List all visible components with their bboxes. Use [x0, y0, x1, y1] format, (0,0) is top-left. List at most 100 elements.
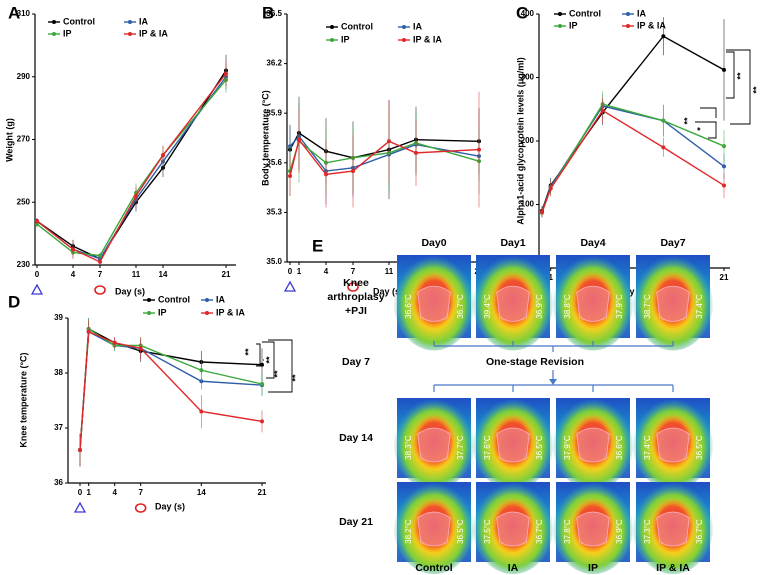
point [199, 368, 204, 373]
legend-label: Control [569, 8, 601, 18]
series-line [36, 73, 227, 263]
legend-marker [205, 298, 209, 302]
point [661, 145, 666, 150]
legend-marker [147, 298, 151, 302]
y-tick-label: 300 [521, 73, 535, 82]
connector [433, 341, 674, 380]
legend-marker [128, 32, 132, 36]
y-tick-label: 35.9 [266, 108, 282, 117]
legend-marker [147, 311, 151, 315]
x-tick-label: 0 [78, 488, 83, 497]
significance-label: ** [751, 86, 760, 94]
y-tick-label: 400 [521, 9, 535, 18]
significance-label: ** [264, 356, 274, 364]
panel-label: A [8, 3, 20, 22]
temperature-label: 37.4°C [695, 294, 704, 319]
thermal-outline [496, 511, 530, 547]
temperature-label: 36.5°C [535, 435, 544, 460]
legend-marker [52, 20, 56, 24]
panel-label: B [262, 3, 274, 22]
temperature-label: 38.3°C [404, 435, 413, 460]
y-tick-label: 35.3 [266, 208, 282, 217]
group-label: IA [508, 562, 519, 574]
x-tick-label: 1 [86, 488, 91, 497]
legend-label: IP [341, 34, 350, 44]
point [288, 174, 292, 179]
x-tick-label: 7 [138, 488, 143, 497]
significance-label: * [695, 127, 705, 131]
y-tick-label: 100 [521, 200, 535, 209]
x-tick-label: 7 [98, 270, 103, 279]
x-tick-label: 4 [324, 267, 329, 276]
series-line [289, 138, 480, 177]
x-tick-label: 0 [35, 270, 40, 279]
row-label: Knee [343, 277, 369, 289]
point [351, 169, 355, 174]
revision-label: One-stage Revision [486, 356, 584, 368]
point [297, 137, 301, 142]
y-tick-label: 36.2 [266, 59, 282, 68]
x-tick-label: 0 [288, 267, 293, 276]
significance-label: ** [682, 117, 692, 125]
x-axis-title: Day (s) [115, 286, 145, 296]
x-tick-label: 21 [222, 270, 231, 279]
point [86, 329, 91, 334]
x-tick-label: 4 [71, 270, 76, 279]
x-tick-label: 14 [197, 488, 206, 497]
temperature-label: 36.5°C [695, 435, 704, 460]
series-line [79, 330, 263, 451]
series-line [36, 76, 227, 260]
x-tick-label: 21 [258, 488, 267, 497]
group-label: Control [415, 562, 452, 574]
column-header: Day4 [580, 237, 605, 249]
legend-label: IA [139, 16, 149, 26]
point [138, 346, 143, 351]
x-tick-label: 1 [297, 267, 302, 276]
y-axis-title: Body temperature (°C) [260, 90, 270, 186]
panel-label: D [8, 292, 20, 311]
thermal-outline [656, 511, 690, 547]
y-tick-label: 36.5 [266, 9, 282, 18]
thermal-outline [496, 285, 530, 322]
y-tick-label: 200 [521, 136, 535, 145]
y-tick-label: 37 [54, 423, 63, 432]
series-line [541, 109, 725, 213]
point [414, 150, 418, 155]
column-header: Day7 [660, 237, 685, 249]
revision-marker [134, 503, 147, 513]
legend-label: IA [216, 294, 226, 304]
point [199, 409, 204, 414]
x-tick-label: 14 [159, 270, 168, 279]
point [324, 172, 328, 177]
x-tick-label: 21 [720, 273, 729, 282]
y-tick-label: 36 [54, 478, 63, 487]
panel-label: E [312, 236, 323, 255]
thermal-outline [576, 511, 610, 547]
legend-label: IP [158, 307, 167, 317]
legend-label: IP [569, 20, 578, 30]
row-label: Day 14 [339, 432, 373, 444]
temperature-label: 37.4°C [643, 435, 652, 460]
series-line [541, 103, 725, 213]
significance-bracket [726, 51, 735, 99]
temperature-label: 37.8°C [563, 519, 572, 544]
point [722, 183, 726, 188]
temperature-label: 38.8°C [563, 294, 572, 319]
point [71, 247, 75, 252]
y-tick-label: 35.6 [266, 158, 282, 167]
series-line [79, 330, 263, 451]
row-label: Day 7 [342, 356, 370, 368]
point [548, 186, 553, 191]
temperature-label: 36.7°C [535, 519, 544, 544]
y-tick-label: 310 [17, 9, 31, 18]
legend-marker [330, 25, 334, 29]
temperature-label: 36.6°C [404, 294, 413, 319]
legend-label: IP & IA [139, 28, 168, 38]
significance-bracket [262, 341, 275, 379]
group-label: IP & IA [656, 562, 690, 574]
group-label: IP [588, 562, 598, 574]
point [35, 219, 39, 224]
legend-marker [558, 12, 562, 16]
legend-label: IP & IA [216, 307, 245, 317]
point [722, 144, 726, 149]
